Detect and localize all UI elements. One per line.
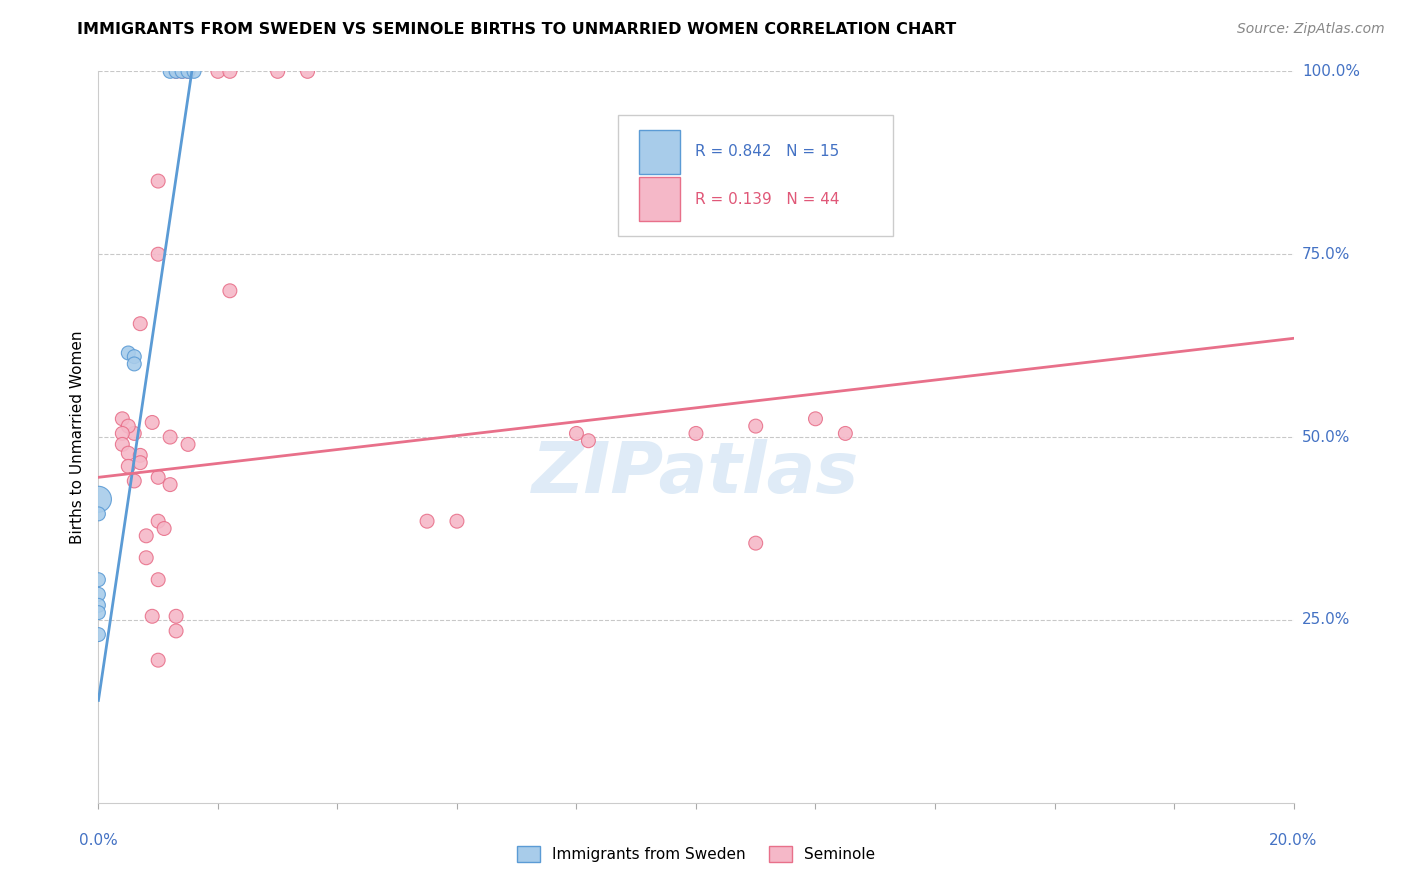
Point: [297, 64, 319, 78]
Point: [124, 474, 146, 488]
Point: [117, 446, 139, 460]
Point: [159, 430, 181, 444]
Point: [111, 426, 134, 441]
Point: [207, 64, 229, 78]
Point: [129, 317, 152, 331]
Point: [165, 64, 187, 78]
Point: [148, 470, 170, 484]
Point: [87, 587, 110, 601]
Point: [87, 573, 110, 587]
Text: 20.0%: 20.0%: [1270, 833, 1317, 848]
Text: 50.0%: 50.0%: [1302, 430, 1350, 444]
Point: [177, 437, 200, 451]
Point: [87, 507, 110, 521]
FancyBboxPatch shape: [638, 130, 681, 174]
Point: [117, 459, 139, 474]
Point: [177, 64, 200, 78]
Point: [685, 426, 707, 441]
Point: [124, 426, 146, 441]
Text: R = 0.139   N = 44: R = 0.139 N = 44: [695, 192, 839, 207]
Text: IMMIGRANTS FROM SWEDEN VS SEMINOLE BIRTHS TO UNMARRIED WOMEN CORRELATION CHART: IMMIGRANTS FROM SWEDEN VS SEMINOLE BIRTH…: [77, 22, 956, 37]
Point: [87, 492, 110, 507]
FancyBboxPatch shape: [619, 115, 893, 235]
Point: [111, 412, 134, 426]
Point: [135, 529, 157, 543]
Text: ZIPatlas: ZIPatlas: [533, 439, 859, 508]
Text: 25.0%: 25.0%: [1302, 613, 1350, 627]
Text: 0.0%: 0.0%: [79, 833, 118, 848]
Point: [117, 346, 139, 360]
Point: [148, 653, 170, 667]
Point: [219, 284, 242, 298]
Point: [834, 426, 856, 441]
Point: [87, 627, 110, 641]
Point: [219, 64, 242, 78]
Point: [804, 412, 827, 426]
Point: [159, 64, 181, 78]
Point: [416, 514, 439, 528]
Point: [267, 64, 290, 78]
Point: [111, 437, 134, 451]
Point: [148, 174, 170, 188]
Point: [165, 624, 187, 638]
Point: [148, 573, 170, 587]
Point: [124, 350, 146, 364]
Point: [141, 416, 163, 430]
Point: [172, 64, 194, 78]
Point: [565, 426, 588, 441]
Point: [124, 357, 146, 371]
Text: R = 0.842   N = 15: R = 0.842 N = 15: [695, 145, 839, 160]
Point: [177, 64, 200, 78]
Point: [183, 64, 205, 78]
Point: [165, 64, 187, 78]
Point: [148, 247, 170, 261]
Point: [129, 456, 152, 470]
Point: [87, 606, 110, 620]
Point: [148, 514, 170, 528]
Point: [745, 536, 768, 550]
Text: 75.0%: 75.0%: [1302, 247, 1350, 261]
Point: [172, 64, 194, 78]
Point: [141, 609, 163, 624]
Point: [153, 521, 176, 535]
Y-axis label: Births to Unmarried Women: Births to Unmarried Women: [70, 330, 86, 544]
Point: [745, 419, 768, 434]
Point: [578, 434, 600, 448]
Point: [446, 514, 468, 528]
FancyBboxPatch shape: [638, 178, 681, 221]
Point: [117, 419, 139, 434]
Point: [159, 477, 181, 491]
Text: Source: ZipAtlas.com: Source: ZipAtlas.com: [1237, 22, 1385, 37]
Point: [165, 609, 187, 624]
Point: [87, 599, 110, 613]
Text: 100.0%: 100.0%: [1302, 64, 1360, 78]
Legend: Immigrants from Sweden, Seminole: Immigrants from Sweden, Seminole: [510, 840, 882, 868]
Point: [135, 550, 157, 565]
Point: [129, 448, 152, 462]
